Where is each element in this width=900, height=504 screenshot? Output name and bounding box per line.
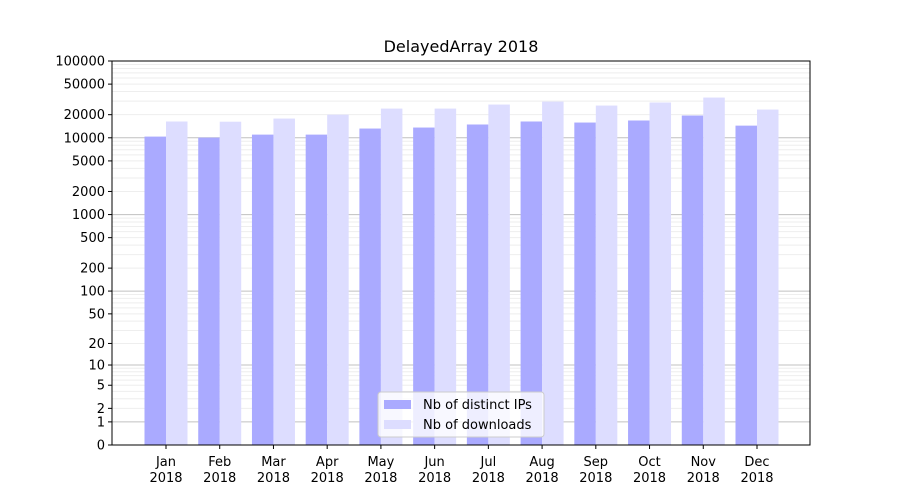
y-tick-label: 20 — [88, 337, 105, 352]
y-tick-label: 200 — [80, 262, 105, 277]
chart-title: DelayedArray 2018 — [384, 37, 539, 56]
bar-distinct-ips — [681, 115, 704, 445]
bar-downloads — [166, 121, 188, 445]
bar-downloads — [649, 102, 672, 446]
x-tick-label: Feb 2018 — [203, 455, 236, 486]
x-tick-label: Apr 2018 — [311, 455, 344, 486]
bar-distinct-ips — [574, 122, 596, 445]
bar-distinct-ips — [305, 134, 328, 445]
y-tick-label: 2 — [97, 402, 105, 417]
bar-distinct-ips — [251, 134, 274, 445]
x-tick-label: Mar 2018 — [257, 455, 290, 486]
bar-downloads — [703, 97, 725, 446]
x-tick-label: Aug 2018 — [526, 455, 559, 486]
bar-downloads — [327, 114, 349, 446]
bar-downloads — [380, 108, 403, 445]
x-tick-label: Sep 2018 — [579, 455, 612, 486]
x-tick-label: Jul 2018 — [472, 455, 505, 486]
bar-downloads — [542, 101, 564, 445]
bar-downloads — [273, 118, 295, 445]
bar-distinct-ips — [520, 121, 543, 445]
legend-swatch — [384, 420, 411, 429]
bar-downloads — [219, 121, 242, 446]
y-tick-label: 0 — [97, 439, 105, 454]
bar-downloads — [434, 108, 457, 445]
y-tick-label: 100000 — [55, 55, 105, 70]
bar-downloads — [488, 104, 510, 445]
legend: Nb of distinct IPs Nb of downloads — [377, 391, 545, 438]
bar-distinct-ips — [413, 127, 435, 445]
axes-frame — [111, 60, 811, 446]
bar-distinct-ips — [144, 136, 166, 445]
y-tick-label: 10 — [88, 359, 105, 374]
x-tick-label: Jun 2018 — [418, 455, 451, 486]
bar-downloads — [757, 109, 779, 445]
x-axis: Jan 2018 Feb 2018 Mar 2018 Apr 2018 May 2018 Jun 20… — [149, 445, 774, 486]
y-tick-label: 50000 — [64, 78, 105, 93]
bar-distinct-ips — [628, 120, 650, 446]
legend-label: Nb of distinct IPs — [423, 398, 532, 413]
bar-distinct-ips — [466, 124, 489, 445]
x-tick-label: Jan 2018 — [149, 455, 182, 486]
y-tick-label: 1000 — [72, 208, 105, 223]
bar-distinct-ips — [359, 128, 381, 446]
x-tick-label: Oct 2018 — [633, 455, 666, 486]
y-tick-label: 10000 — [64, 131, 105, 146]
y-tick-label: 20000 — [64, 108, 105, 123]
y-tick-label: 5 — [97, 379, 105, 394]
bars — [144, 97, 779, 446]
y-tick-label: 5000 — [72, 154, 105, 169]
legend-box — [377, 391, 545, 438]
legend-label: Nb of downloads — [423, 418, 532, 433]
y-tick-label: 100 — [80, 285, 105, 300]
bar-distinct-ips — [198, 137, 220, 446]
x-tick-label: May 2018 — [364, 455, 397, 486]
x-tick-label: Dec 2018 — [740, 455, 773, 486]
y-tick-label: 2000 — [72, 185, 105, 200]
legend-swatch — [384, 400, 411, 409]
bar-distinct-ips — [735, 125, 757, 446]
y-axis: 0 12 5 10 20 50 100 200 500 1000 2000 5000 10000 2000… — [55, 55, 112, 454]
y-tick-label: 1 — [97, 415, 105, 430]
x-tick-label: Nov 2018 — [687, 455, 720, 486]
y-tick-label: 500 — [80, 231, 105, 246]
y-tick-label: 50 — [88, 307, 105, 322]
bar-downloads — [595, 105, 618, 446]
